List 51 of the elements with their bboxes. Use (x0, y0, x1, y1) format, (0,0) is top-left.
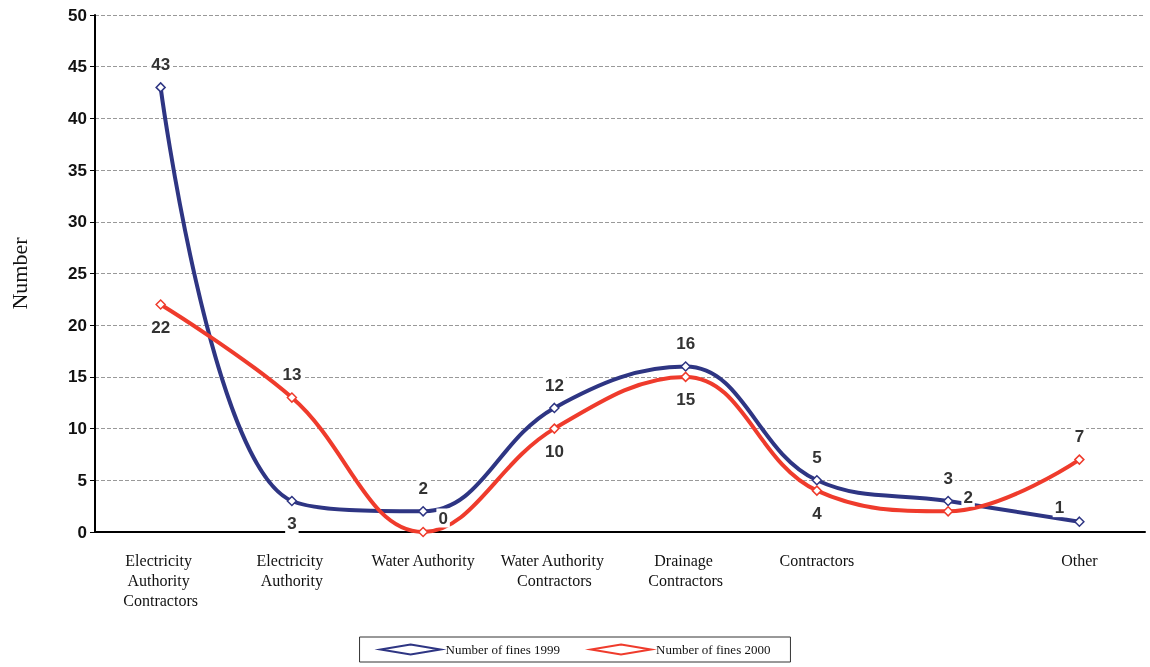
point (942, 495, 954, 507)
data-label: 3 (943, 468, 953, 488)
x-tick-label: Electricity Authority (256, 551, 328, 590)
point (1074, 454, 1085, 465)
y-tick-label: 20 (68, 315, 87, 335)
point (549, 423, 560, 434)
y-tick-label: 5 (77, 470, 87, 490)
x-tick-label: Drainage Contractors (648, 551, 723, 589)
x-tick-label: Water Authority (371, 551, 475, 570)
point (286, 495, 298, 507)
y-axis-title: Number (6, 236, 32, 310)
data-label: 2 (418, 479, 428, 499)
data-label: 13 (282, 365, 302, 385)
y-tick-label: 0 (77, 522, 87, 542)
point (417, 526, 429, 538)
data-label: 2 (963, 487, 973, 507)
data-label: 22 (151, 317, 171, 337)
point (155, 82, 166, 93)
y-tick-label: 45 (68, 57, 87, 77)
point (811, 485, 823, 496)
x-tick-label: Contractors (779, 551, 855, 569)
legend-label: Number of fines 1999 (445, 642, 560, 657)
y-tick-label: 30 (68, 212, 87, 232)
point (680, 371, 691, 383)
data-label: 16 (676, 334, 696, 354)
data-label: 1 (1054, 498, 1065, 518)
y-tick-label: 50 (68, 5, 87, 25)
y-tick-label: 35 (68, 160, 87, 180)
point (155, 299, 166, 310)
y-tick-label: 10 (68, 419, 87, 439)
data-label: 3 (287, 514, 297, 534)
point (811, 475, 823, 486)
x-tick-label: Electricity Authority Contractors (123, 551, 198, 609)
point (680, 361, 691, 372)
x-tick-label: Water Authority Contractors (500, 551, 608, 589)
y-tick-label: 25 (68, 264, 87, 283)
data-label: 10 (544, 441, 564, 461)
data-label: 4 (812, 503, 823, 523)
data-label: 0 (438, 508, 448, 528)
data-label: 7 (1074, 427, 1085, 447)
y-tick-label: 40 (68, 108, 87, 128)
x-tick-label: Other (1061, 551, 1099, 569)
y-tick-label: 15 (68, 367, 87, 387)
point (286, 392, 298, 403)
point (1074, 516, 1085, 527)
legend-label: Number of fines 2000 (656, 642, 771, 657)
data-label: 5 (812, 448, 822, 468)
point (549, 402, 560, 414)
data-label: 12 (544, 375, 564, 395)
data-label: 43 (151, 55, 171, 75)
data-label: 15 (676, 390, 696, 410)
